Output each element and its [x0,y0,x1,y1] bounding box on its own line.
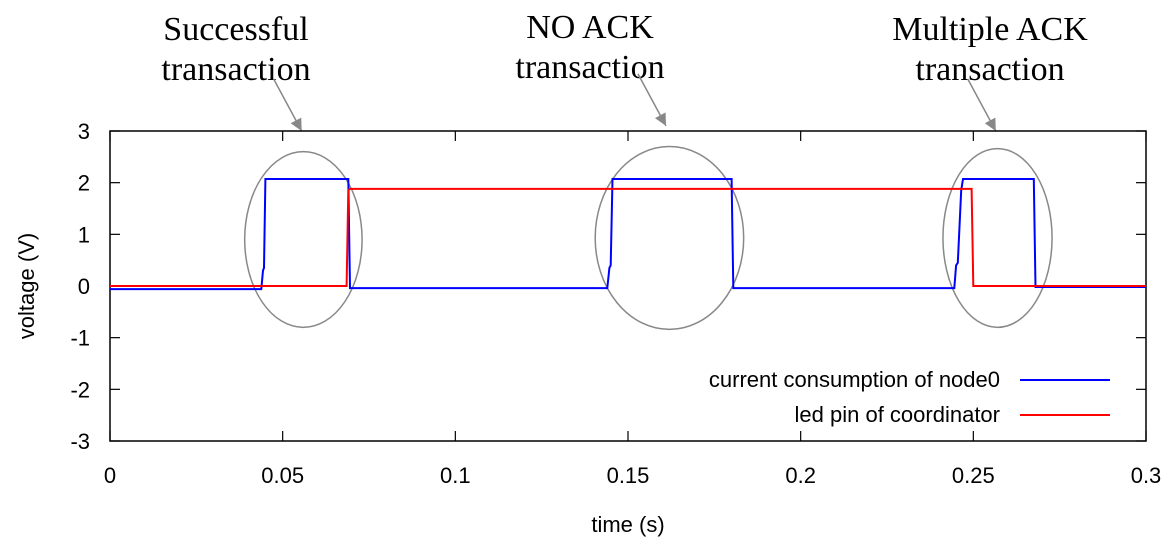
y-tick-label: 1 [78,222,90,247]
annotation-text-2: transaction [915,51,1064,88]
y-tick-label: 0 [78,274,90,299]
y-tick-label: -3 [70,429,90,454]
y-tick-label: -2 [70,377,90,402]
y-tick-label: 2 [78,171,90,196]
annotation-ellipse-1 [594,145,745,331]
ticks: 0 0.05 0.1 0.15 0.2 0.25 0.3 3 2 1 0 -1 -2 -3 [70,119,1161,488]
x-tick-label: 0.15 [607,463,650,488]
annotation-arrowhead-1 [655,112,666,126]
x-tick-label: 0.2 [785,463,816,488]
annotation-ellipse-0 [243,150,363,329]
x-tick-label: 0.3 [1131,463,1162,488]
x-axis-label: time (s) [591,512,664,537]
annotation-text-0: transaction [161,51,310,88]
y-axis-label: voltage (V) [14,233,39,339]
annotation-arrowhead-0 [290,117,302,131]
x-tick-label: 0.05 [261,463,304,488]
annotation-arrowhead-2 [984,117,996,131]
annotation-ellipse-2 [942,147,1053,329]
legend-label-1: led pin of coordinator [795,402,1000,427]
annotation-text-0: Successful [163,11,308,48]
annotation-text-1: NO ACK [526,9,654,46]
x-tick-label: 0.1 [440,463,471,488]
series-line-1 [110,187,1146,287]
annotation-text-2: Multiple ACK [892,11,1088,48]
x-tick-label: 0.25 [952,463,995,488]
series-group [110,178,1146,291]
x-tick-label: 0 [104,463,116,488]
legend: current consumption of node0 led pin of c… [709,367,1110,427]
y-tick-label: 3 [78,119,90,144]
legend-label-0: current consumption of node0 [709,367,1000,392]
series-line-0 [110,178,1146,291]
annotation-text-1: transaction [515,49,664,86]
y-tick-label: -1 [70,326,90,351]
